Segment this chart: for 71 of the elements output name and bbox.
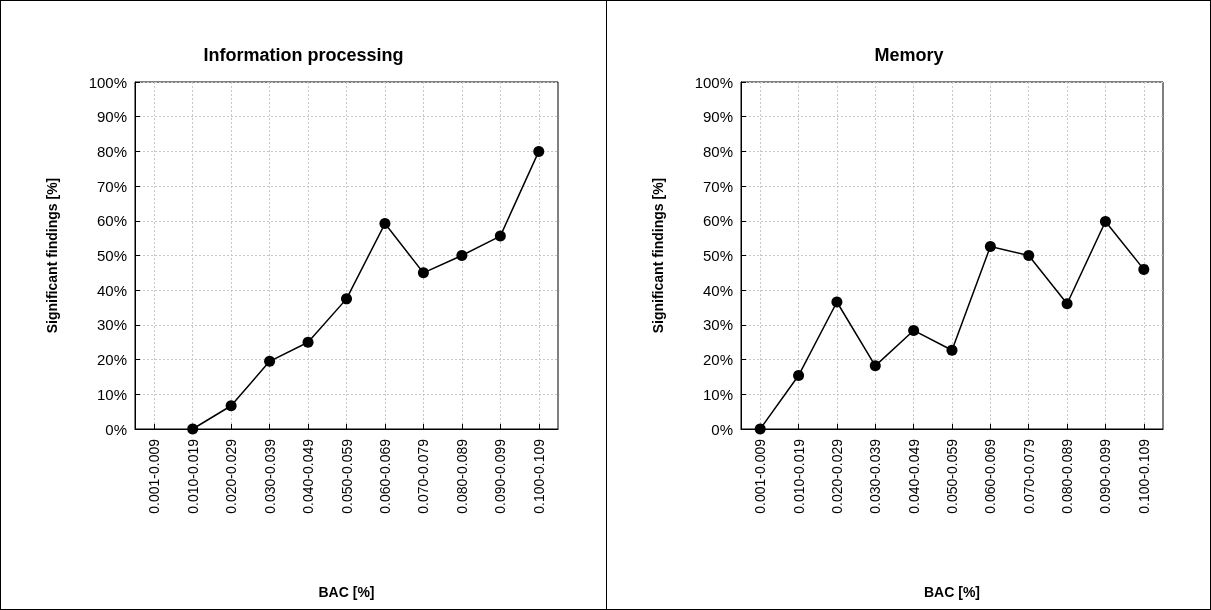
y-tick-label: 40%	[96, 281, 127, 299]
point	[830, 296, 842, 308]
point	[494, 230, 506, 242]
x-tick-label: 0.070-0.079	[1020, 438, 1037, 514]
point	[533, 145, 545, 157]
point	[1061, 298, 1073, 310]
y-tick-label: 10%	[702, 385, 733, 403]
y-tick-label: 60%	[702, 212, 733, 230]
point	[1022, 250, 1034, 261]
x-tick-label: 0.020-0.029	[828, 438, 845, 514]
y-tick-label: 100%	[88, 73, 127, 91]
y-tick-label: 100%	[694, 73, 733, 91]
y-tick-label: 0%	[105, 420, 127, 438]
y-tick-label: 60%	[96, 212, 127, 230]
y-tick-label: 20%	[702, 351, 733, 369]
point	[946, 344, 957, 356]
x-tick-label: 0.070-0.079	[415, 438, 432, 514]
x-tick-label: 0.100-0.109	[1135, 438, 1152, 514]
y-axis-title: Significant findings [%]	[44, 177, 60, 334]
x-tick-label: 0.020-0.029	[223, 438, 240, 514]
y-axis-title: Significant findings [%]	[649, 177, 666, 334]
y-tick-label: 80%	[96, 142, 127, 160]
x-tick-label: 0.040-0.049	[300, 438, 317, 514]
x-tick-label: 0.030-0.039	[866, 438, 883, 514]
y-tick-label: 50%	[702, 247, 733, 264]
point	[456, 250, 468, 261]
point	[302, 336, 314, 348]
y-tick-label: 10%	[96, 385, 127, 403]
x-axis-title: BAC [%]	[318, 584, 375, 600]
y-tick-label: 80%	[702, 142, 733, 160]
point	[1099, 216, 1111, 227]
y-tick-label: 40%	[702, 281, 733, 299]
y-tick-label: 70%	[96, 177, 127, 195]
point	[225, 400, 237, 412]
x-tick-label: 0.050-0.059	[943, 438, 960, 514]
y-tick-label: 90%	[96, 108, 127, 126]
x-tick-label: 0.001-0.009	[751, 438, 768, 514]
point	[264, 355, 276, 367]
point	[341, 293, 352, 305]
x-tick-label: 0.100-0.109	[530, 438, 547, 514]
x-tick-label: 0.060-0.069	[376, 438, 393, 514]
x-tick-label: 0.040-0.049	[905, 438, 922, 514]
y-tick-label: 30%	[96, 316, 127, 334]
x-tick-label: 0.090-0.099	[492, 438, 509, 514]
chart-title: Information processing	[203, 45, 404, 65]
y-tick-label: 20%	[96, 351, 127, 369]
y-tick-label: 70%	[702, 177, 733, 195]
x-tick-label: 0.080-0.089	[1058, 438, 1075, 514]
x-tick-label: 0.080-0.089	[453, 438, 470, 514]
x-tick-label: 0.030-0.039	[261, 438, 278, 514]
x-tick-label: 0.001-0.009	[146, 438, 163, 514]
x-tick-label: 0.010-0.019	[184, 438, 201, 514]
y-tick-label: 50%	[96, 247, 127, 264]
y-tick-label: 90%	[702, 108, 733, 126]
y-tick-label: 0%	[710, 420, 733, 438]
point	[907, 324, 919, 336]
x-tick-label: 0.060-0.069	[981, 438, 998, 514]
point	[187, 423, 199, 435]
x-tick-label: 0.010-0.019	[790, 438, 807, 514]
x-axis-title: BAC [%]	[923, 584, 980, 600]
point	[984, 240, 996, 252]
chart-title: Memory	[873, 45, 944, 65]
x-tick-label: 0.050-0.059	[338, 438, 355, 514]
point	[417, 267, 429, 279]
point	[792, 370, 804, 382]
y-tick-label: 30%	[702, 316, 733, 334]
point	[1137, 263, 1149, 275]
point	[379, 218, 391, 230]
point	[869, 360, 881, 372]
point	[754, 423, 766, 435]
x-tick-label: 0.090-0.099	[1096, 438, 1113, 514]
